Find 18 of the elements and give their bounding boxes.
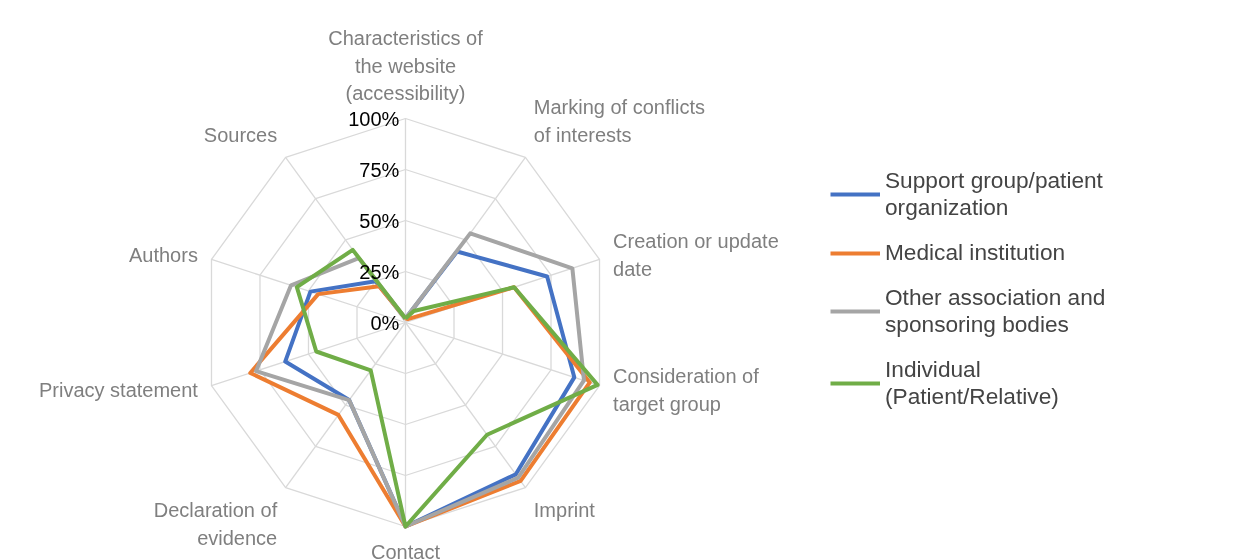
legend-label: Individual (Patient/Relative) bbox=[885, 356, 1059, 410]
spoke-label: Characteristics of the website (accessibility) bbox=[328, 27, 484, 105]
y-tick-label: 100% bbox=[348, 107, 400, 130]
spoke-label: Authors bbox=[128, 244, 198, 267]
legend-label: Support group/patient organization bbox=[885, 167, 1103, 221]
y-tick-label: 50% bbox=[359, 209, 400, 232]
spoke-label: Imprint bbox=[533, 499, 596, 522]
y-tick-label: 0% bbox=[370, 311, 400, 334]
spoke-label: Sources bbox=[203, 123, 278, 146]
spoke-label: Declaration of evidence bbox=[153, 499, 278, 549]
legend-label: Other association and sponsoring bodies bbox=[885, 284, 1106, 338]
spoke-label: Consideration of target group bbox=[613, 365, 760, 415]
y-tick-label: 75% bbox=[359, 158, 400, 181]
spoke-label: Marking of conflicts of interests bbox=[533, 96, 705, 146]
spoke-label: Privacy statement bbox=[38, 378, 199, 401]
spoke-label: Creation or update date bbox=[613, 230, 779, 280]
legend-label: Medical institution bbox=[885, 239, 1066, 266]
spoke-label: Contact bbox=[371, 540, 441, 560]
